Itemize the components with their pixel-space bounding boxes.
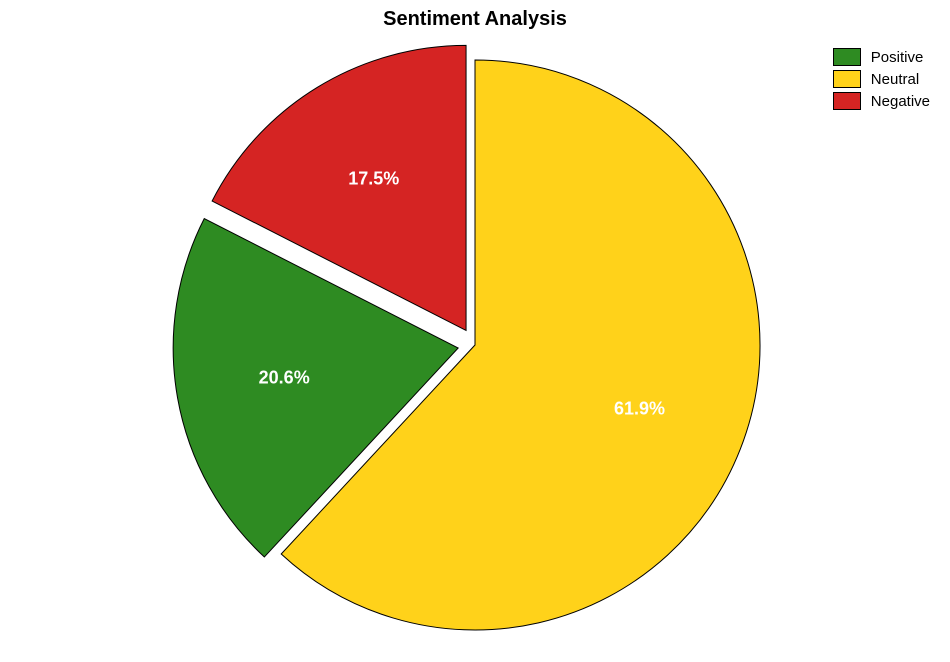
legend-item-neutral: Neutral (833, 70, 930, 88)
pie-svg: 61.9% 20.6% 17.5% (0, 0, 950, 662)
legend-label-neutral: Neutral (871, 72, 919, 87)
legend-swatch-positive (833, 48, 861, 66)
legend-item-positive: Positive (833, 48, 930, 66)
sentiment-pie-chart: Sentiment Analysis 61.9%20.6%17.5% Posit… (0, 0, 950, 662)
pie-label-neutral: 61.9% (614, 398, 665, 418)
legend-swatch-negative (833, 92, 861, 110)
legend-swatch-neutral (833, 70, 861, 88)
pie-label-positive: 20.6% (259, 368, 310, 388)
pie-label-negative: 17.5% (348, 169, 399, 189)
legend: Positive Neutral Negative (833, 48, 930, 114)
legend-label-positive: Positive (871, 50, 924, 65)
legend-label-negative: Negative (871, 94, 930, 109)
legend-item-negative: Negative (833, 92, 930, 110)
